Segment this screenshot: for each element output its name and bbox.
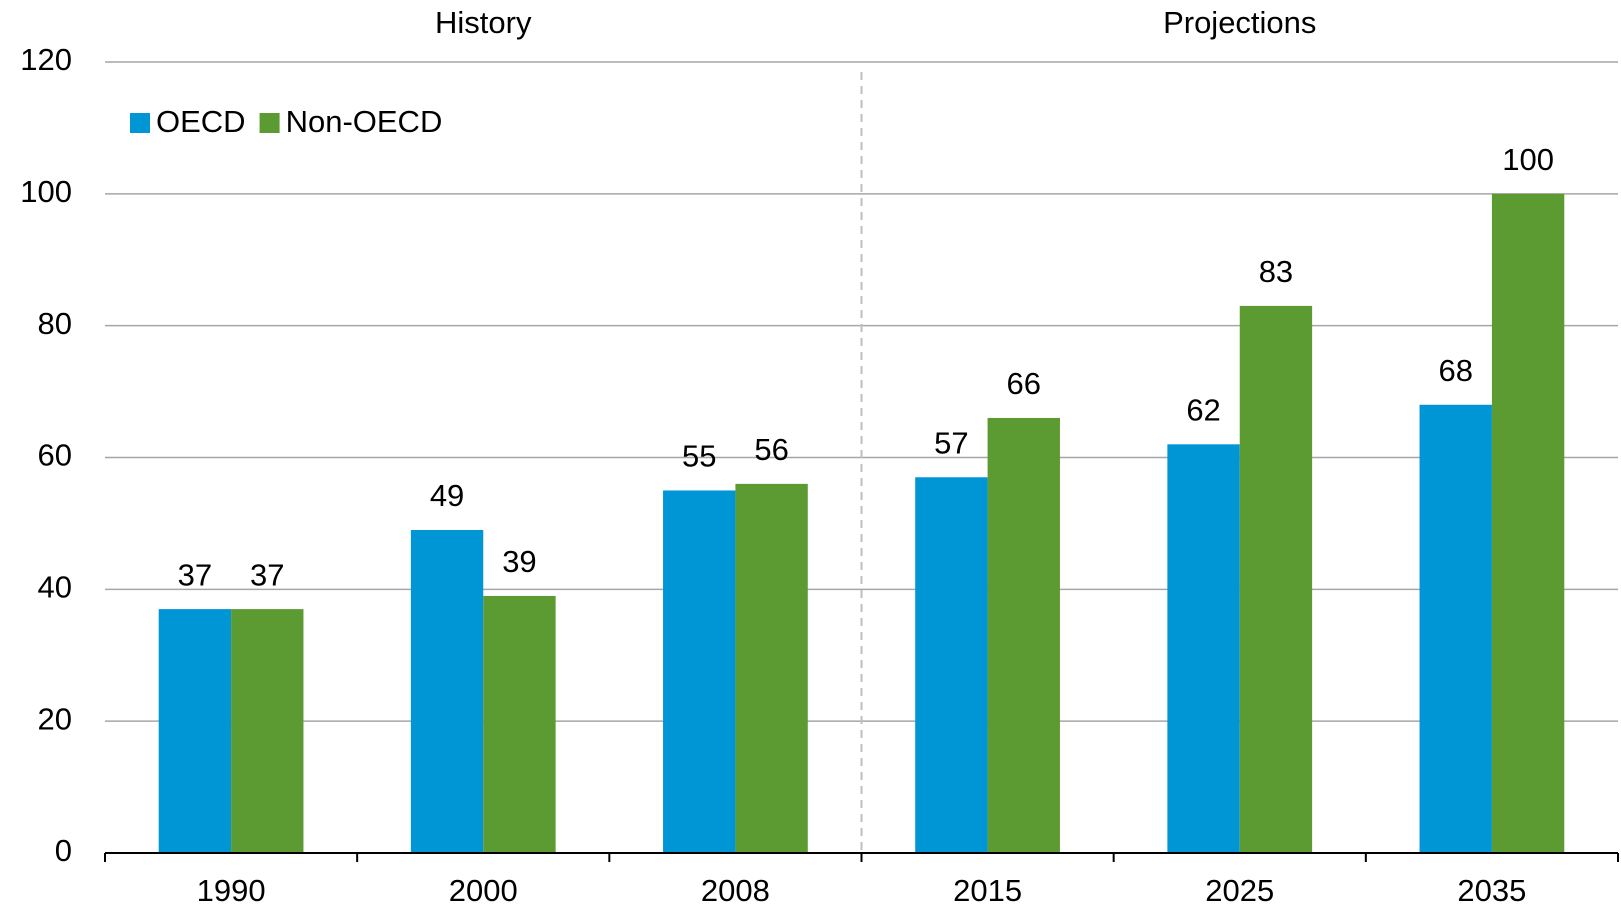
y-tick-label: 0 [55,833,72,868]
bar [1239,305,1313,853]
x-tick-label: 1990 [197,873,266,908]
data-label: 49 [430,478,464,513]
x-tick-label: 2008 [701,873,770,908]
x-tick-label: 2015 [953,873,1022,908]
bar [231,609,304,853]
bar [663,490,736,853]
data-label: 100 [1502,142,1554,177]
data-label: 57 [934,425,968,460]
data-label: 55 [682,439,716,474]
data-label: 83 [1259,254,1293,289]
bar [483,595,556,853]
data-label: 66 [1007,366,1041,401]
data-label: 68 [1438,353,1472,388]
x-tick-label: 2025 [1205,873,1274,908]
legend-label: OECD [156,104,246,139]
x-tick-label: 2000 [449,873,518,908]
y-tick-label: 20 [38,701,72,736]
bar [158,609,232,853]
legend-swatch [130,113,150,133]
bar [735,483,808,853]
bar [410,530,484,853]
section-label: Projections [1163,5,1316,40]
y-tick-label: 60 [38,438,72,473]
y-tick-label: 120 [20,42,72,77]
data-label: 37 [250,557,284,592]
bar [1419,404,1492,853]
section-label: History [435,5,532,40]
data-label: 56 [754,432,788,467]
x-tick-label: 2035 [1457,873,1526,908]
bar [915,477,988,853]
data-label: 62 [1186,393,1220,428]
bar [987,417,1060,853]
legend-label: Non-OECD [286,104,443,139]
bar [1167,444,1240,853]
legend-swatch [259,113,280,133]
data-label: 39 [502,544,536,579]
y-tick-label: 40 [38,570,72,605]
y-tick-label: 80 [38,306,72,341]
y-tick-label: 100 [20,174,72,209]
bar [1491,193,1565,854]
data-label: 37 [178,557,212,592]
